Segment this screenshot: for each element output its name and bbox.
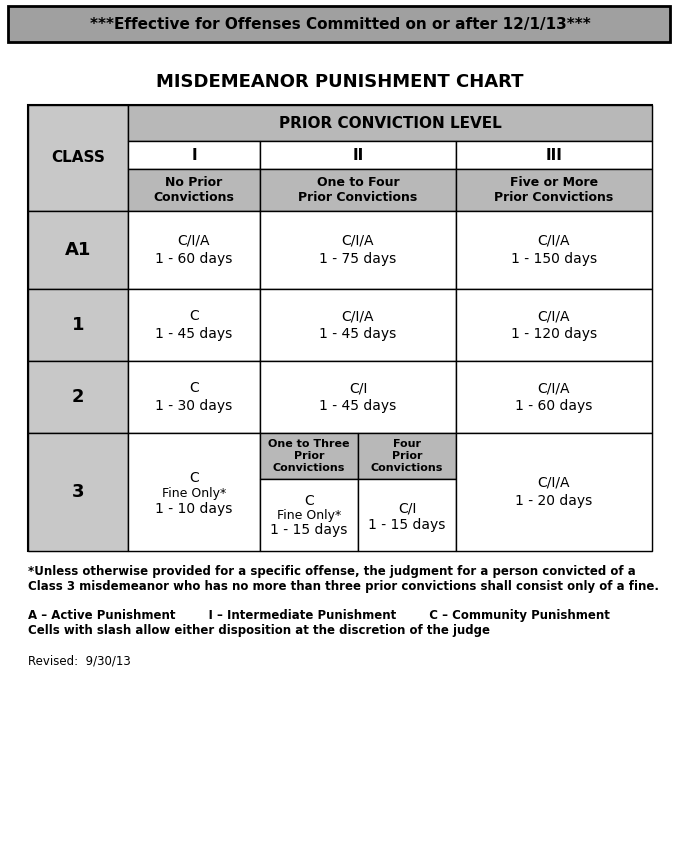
Text: C/I/A: C/I/A xyxy=(342,309,374,323)
Text: C/I/A: C/I/A xyxy=(342,234,374,248)
Text: C/I: C/I xyxy=(398,502,416,516)
Text: C/I/A: C/I/A xyxy=(538,309,571,323)
Text: 1 - 150 days: 1 - 150 days xyxy=(511,252,597,266)
Text: 1 - 45 days: 1 - 45 days xyxy=(320,399,396,413)
Bar xyxy=(358,479,456,551)
Text: 2: 2 xyxy=(72,388,84,406)
Bar xyxy=(358,433,456,479)
Text: II: II xyxy=(352,148,364,162)
Text: 1 - 10 days: 1 - 10 days xyxy=(155,502,233,516)
Bar xyxy=(28,289,128,361)
Bar xyxy=(128,141,260,169)
Bar xyxy=(456,141,652,169)
Text: 1 - 75 days: 1 - 75 days xyxy=(320,252,396,266)
Text: 1: 1 xyxy=(72,316,84,334)
Text: I: I xyxy=(191,148,197,162)
Text: 3: 3 xyxy=(72,483,84,501)
Text: 1 - 45 days: 1 - 45 days xyxy=(155,327,233,341)
Text: C/I/A: C/I/A xyxy=(538,476,571,490)
Text: ***Effective for Offenses Committed on or after 12/1/13***: ***Effective for Offenses Committed on o… xyxy=(90,16,590,31)
Bar xyxy=(456,361,652,433)
Bar xyxy=(260,479,358,551)
Bar xyxy=(128,361,260,433)
Bar xyxy=(128,433,260,551)
Text: 1 - 60 days: 1 - 60 days xyxy=(515,399,593,413)
Text: One to Four
Prior Convictions: One to Four Prior Convictions xyxy=(299,176,418,204)
Bar xyxy=(260,211,456,289)
Bar xyxy=(260,169,456,211)
Text: 1 - 15 days: 1 - 15 days xyxy=(369,518,445,532)
Bar xyxy=(128,105,652,141)
Bar xyxy=(260,289,456,361)
Text: CLASS: CLASS xyxy=(51,150,105,166)
Bar xyxy=(28,211,128,289)
Text: 1 - 60 days: 1 - 60 days xyxy=(155,252,233,266)
Text: Revised:  9/30/13: Revised: 9/30/13 xyxy=(28,655,131,668)
Text: 1 - 20 days: 1 - 20 days xyxy=(515,494,593,508)
Bar xyxy=(456,169,652,211)
Bar xyxy=(128,289,260,361)
Text: III: III xyxy=(545,148,562,162)
Bar xyxy=(456,211,652,289)
Bar xyxy=(128,169,260,211)
Bar xyxy=(260,141,456,169)
Text: Five or More
Prior Convictions: Five or More Prior Convictions xyxy=(494,176,613,204)
Bar xyxy=(260,433,358,479)
Bar xyxy=(28,105,128,211)
Text: *Unless otherwise provided for a specific offense, the judgment for a person con: *Unless otherwise provided for a specifi… xyxy=(28,565,659,593)
Text: 1 - 45 days: 1 - 45 days xyxy=(320,327,396,341)
Text: 1 - 15 days: 1 - 15 days xyxy=(271,523,347,537)
Text: One to Three
Prior
Convictions: One to Three Prior Convictions xyxy=(268,439,350,472)
Text: C: C xyxy=(189,471,199,485)
Bar xyxy=(28,433,128,551)
Text: Fine Only*: Fine Only* xyxy=(162,488,226,501)
Text: 1 - 120 days: 1 - 120 days xyxy=(511,327,597,341)
Text: C: C xyxy=(189,381,199,395)
Text: C/I: C/I xyxy=(349,381,367,395)
Bar xyxy=(260,361,456,433)
Bar xyxy=(128,211,260,289)
Text: Fine Only*: Fine Only* xyxy=(277,510,341,523)
Text: Four
Prior
Convictions: Four Prior Convictions xyxy=(371,439,443,472)
Text: A – Active Punishment        I – Intermediate Punishment        C – Community Pu: A – Active Punishment I – Intermediate P… xyxy=(28,609,610,637)
Bar xyxy=(456,289,652,361)
Text: A1: A1 xyxy=(65,241,91,259)
Bar xyxy=(28,105,652,551)
Text: C/I/A: C/I/A xyxy=(538,234,571,248)
Text: C: C xyxy=(189,309,199,323)
Text: C: C xyxy=(304,494,314,508)
Bar xyxy=(456,433,652,551)
Text: 1 - 30 days: 1 - 30 days xyxy=(155,399,233,413)
Bar xyxy=(8,6,670,42)
Text: MISDEMEANOR PUNISHMENT CHART: MISDEMEANOR PUNISHMENT CHART xyxy=(156,73,524,91)
Bar xyxy=(28,361,128,433)
Text: PRIOR CONVICTION LEVEL: PRIOR CONVICTION LEVEL xyxy=(279,115,501,130)
Text: No Prior
Convictions: No Prior Convictions xyxy=(154,176,235,204)
Text: C/I/A: C/I/A xyxy=(538,381,571,395)
Text: C/I/A: C/I/A xyxy=(177,234,210,248)
